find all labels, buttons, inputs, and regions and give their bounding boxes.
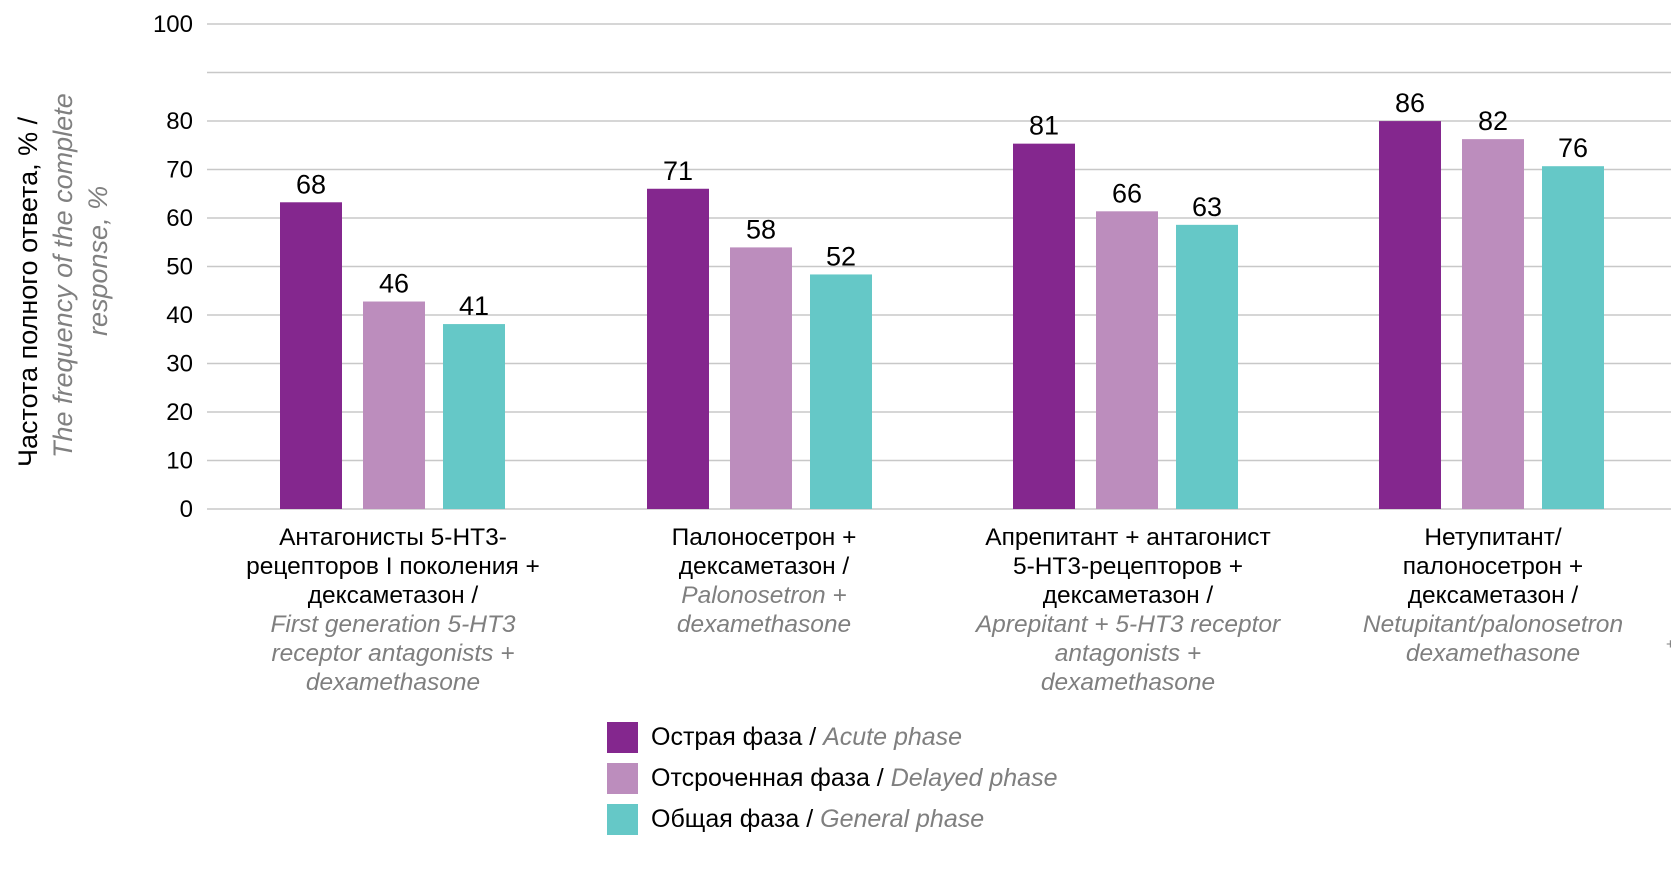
bar: [1176, 224, 1238, 509]
value-label: 82: [1478, 106, 1508, 136]
category-trailing-mark: +: [1666, 636, 1671, 653]
y-axis-label: Частота полного ответа, % / The frequenc…: [13, 93, 113, 467]
bar: [1542, 166, 1604, 509]
category-label-ru-line: дексаметазон /: [1407, 582, 1579, 609]
y-tick-label: 80: [166, 108, 193, 135]
value-label: 68: [296, 169, 326, 199]
bars: [280, 121, 1604, 510]
category-label-ru-line: рецепторов I поколения +: [246, 553, 540, 580]
y-axis-label-ru: Частота полного ответа, % /: [13, 116, 43, 467]
y-axis-label-en-line2: response, %: [83, 186, 113, 336]
category-label-ru-line: дексаметазон /: [307, 582, 479, 609]
y-tick-label: 0: [180, 496, 193, 523]
value-label: 58: [746, 214, 776, 244]
bar: [730, 247, 792, 510]
gridlines: [207, 23, 1671, 510]
legend-label-ru: Острая фаза /: [651, 723, 824, 751]
category-label-ru-line: Апрепитант + антагонист: [985, 524, 1271, 551]
legend-label-en: Acute phase: [823, 723, 963, 751]
category-label: Антагонисты 5-HT3- рецепторов I поколения…: [213, 523, 573, 697]
legend-label-ru: Отсроченная фаза /: [651, 764, 891, 792]
legend-item: Острая фаза / Acute phase: [607, 717, 1058, 758]
y-axis-ticks: 0 10 20 30 40 50 60 70 80 100: [153, 11, 193, 523]
category-label-en-line: dexamethasone: [305, 669, 481, 696]
value-label: 46: [379, 269, 409, 299]
legend-label-en: General phase: [820, 805, 985, 833]
category-label-ru-line: дексаметазон /: [1042, 582, 1214, 609]
value-label: 66: [1112, 178, 1142, 208]
value-label: 86: [1395, 88, 1425, 118]
category-label-ru-line: Нетупитант/: [1424, 524, 1562, 551]
category-label-ru-line: дексаметазон /: [678, 553, 850, 580]
category-label-en-line: dexamethasone: [1405, 640, 1581, 667]
bar: [443, 324, 505, 509]
category-label: Нетупитант/палоносетрон + дексаметазон / N…: [1313, 523, 1671, 668]
value-label: 63: [1192, 192, 1222, 222]
legend: Острая фаза / Acute phase Отсроченная фаз…: [607, 717, 1058, 840]
value-label: 41: [459, 291, 489, 321]
category-label-en-line: First generation 5-HT3: [270, 611, 516, 638]
y-axis-label-en-line1: The frequency of the complete: [48, 93, 78, 458]
category-label-en-line: Aprepitant + 5-HT3 receptor: [975, 611, 1281, 638]
value-label: 81: [1029, 111, 1059, 141]
bar: [280, 202, 342, 509]
legend-swatch: [607, 804, 638, 835]
y-tick-label: 60: [166, 205, 193, 232]
value-label: 71: [663, 156, 693, 186]
legend-swatch: [607, 763, 638, 794]
y-tick-label: 70: [166, 157, 193, 184]
category-label-en-line: Palonosetron +: [681, 582, 847, 609]
bar: [1013, 143, 1075, 509]
y-tick-label: 10: [166, 448, 193, 475]
category-label-ru-line: палоносетрон +: [1402, 553, 1584, 580]
category-label-en-line: antagonists +: [1054, 640, 1202, 667]
category-label-en-line: receptor antagonists +: [271, 640, 515, 667]
y-tick-label: 100: [153, 11, 193, 38]
value-label: 76: [1558, 133, 1588, 163]
bar: [363, 301, 425, 509]
y-tick-label: 50: [166, 254, 193, 281]
category-label-en-line: dexamethasone: [676, 611, 852, 638]
legend-item: Общая фаза / General phase: [607, 799, 1058, 840]
category-label-ru-line: Палоносетрон +: [671, 524, 857, 551]
value-label: 52: [826, 241, 856, 271]
y-tick-label: 30: [166, 351, 193, 378]
bar: [1379, 121, 1441, 510]
bar: [647, 188, 709, 509]
category-label-ru-line: Антагонисты 5-HT3-: [279, 524, 507, 551]
bar: [810, 274, 872, 509]
legend-swatch: [607, 722, 638, 753]
bar: [1462, 139, 1524, 509]
value-labels: 68 71 81 86 46 58 66 82 41 52 63 76: [296, 88, 1588, 321]
legend-label-en: Delayed phase: [890, 764, 1058, 792]
category-label-en-line: Netupitant/palonosetron: [1362, 611, 1624, 638]
y-tick-label: 40: [166, 302, 193, 329]
legend-item: Отсроченная фаза / Delayed phase: [607, 758, 1058, 799]
category-label: Апрепитант + антагонист 5-HT3-рецепторов …: [948, 523, 1308, 697]
legend-label-ru: Общая фаза /: [651, 805, 821, 833]
category-label-ru-line: 5-HT3-рецепторов +: [1012, 553, 1244, 580]
y-tick-label: 20: [166, 399, 193, 426]
bar: [1096, 211, 1158, 509]
category-label: Палоносетрон + дексаметазон / Palonosetron…: [584, 523, 944, 639]
category-label-en-line: dexamethasone: [1040, 669, 1216, 696]
